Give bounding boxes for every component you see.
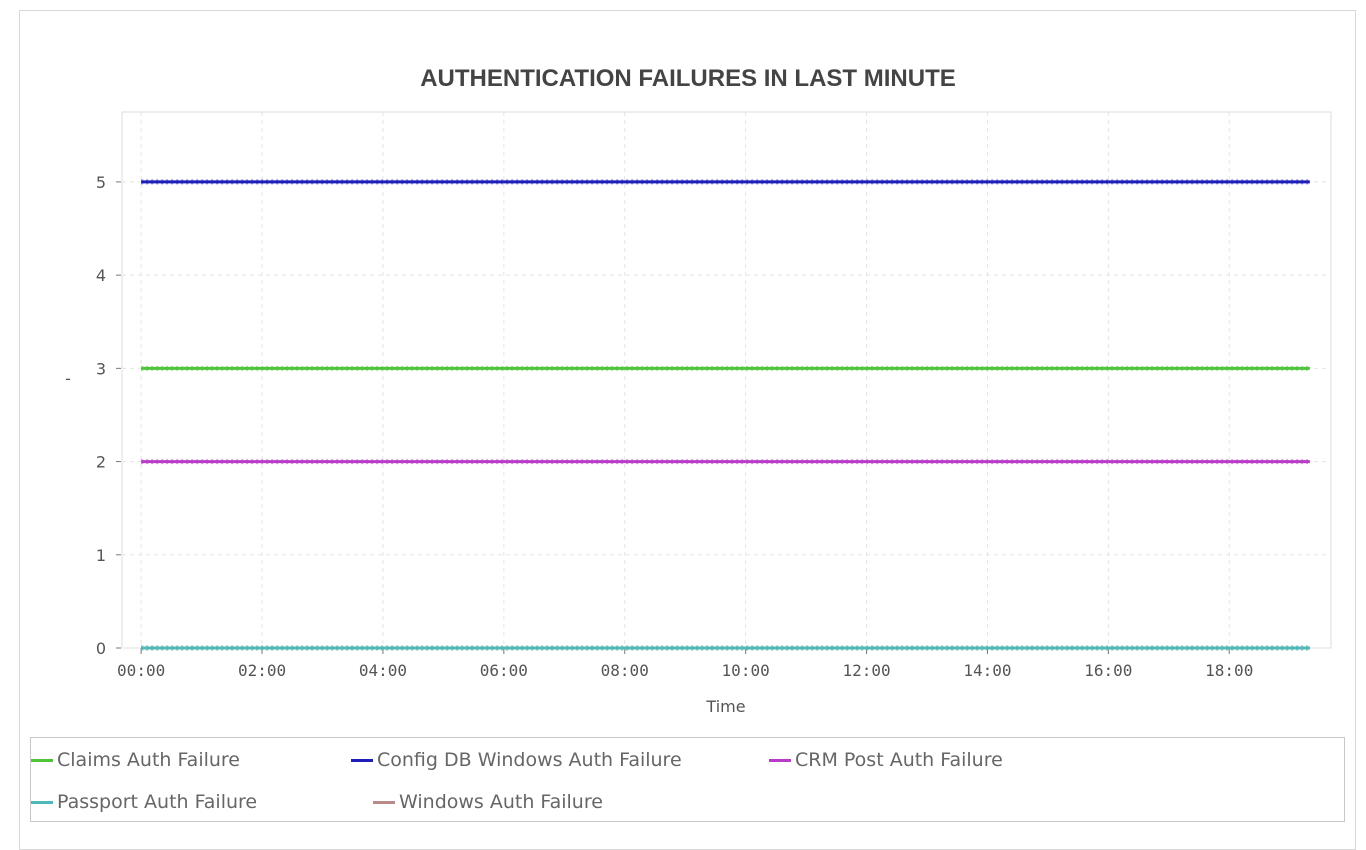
x-tick-label: 04:00 xyxy=(359,661,407,680)
legend-label: Config DB Windows Auth Failure xyxy=(377,749,682,771)
plot-area xyxy=(121,111,1332,649)
y-tick-label: 4 xyxy=(96,266,106,285)
x-tick-label: 00:00 xyxy=(117,661,165,680)
chart-title: AUTHENTICATION FAILURES IN LAST MINUTE xyxy=(420,65,956,92)
legend-item[interactable]: Claims Auth Failure xyxy=(31,749,240,771)
y-tick-label: 1 xyxy=(96,546,106,565)
legend-swatch xyxy=(373,800,395,804)
x-tick-label: 14:00 xyxy=(963,661,1011,680)
legend-swatch xyxy=(351,758,373,762)
x-tick-label: 12:00 xyxy=(842,661,890,680)
y-tick-label: 0 xyxy=(96,639,106,658)
x-tick-label: 16:00 xyxy=(1084,661,1132,680)
legend-swatch xyxy=(769,758,791,762)
legend-item[interactable]: Config DB Windows Auth Failure xyxy=(351,749,682,771)
y-tick-label: 2 xyxy=(96,453,106,472)
legend-item[interactable]: CRM Post Auth Failure xyxy=(769,749,1003,771)
y-tick-label: 3 xyxy=(96,359,106,378)
legend-label: Passport Auth Failure xyxy=(57,791,258,813)
legend-item[interactable]: Passport Auth Failure xyxy=(31,791,257,813)
x-axis-label: Time xyxy=(705,697,745,716)
legend-swatch xyxy=(31,800,53,804)
x-tick-label: 06:00 xyxy=(480,661,528,680)
legend: Claims Auth Failure Config DB Windows Aut… xyxy=(30,737,1345,822)
x-tick-label: 02:00 xyxy=(238,661,286,680)
legend-label: Claims Auth Failure xyxy=(57,749,240,771)
legend-label: Windows Auth Failure xyxy=(399,791,603,813)
y-axis-label: - xyxy=(65,369,71,388)
x-tick-label: 08:00 xyxy=(601,661,649,680)
legend-swatch xyxy=(31,758,53,762)
legend-label: CRM Post Auth Failure xyxy=(795,749,1003,771)
y-tick-label: 5 xyxy=(96,173,106,192)
x-tick-label: 18:00 xyxy=(1205,661,1253,680)
x-tick-label: 10:00 xyxy=(722,661,770,680)
legend-item[interactable]: Windows Auth Failure xyxy=(373,791,603,813)
